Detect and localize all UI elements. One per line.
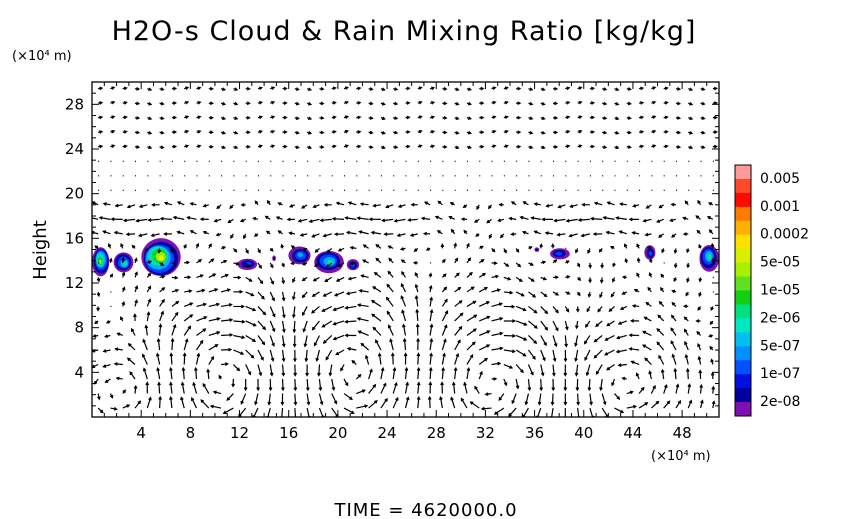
cloud-blob [550,248,570,260]
x-axis-unit: (×10⁴ m) [651,449,711,464]
colorbar-swatch [735,318,751,333]
colorbar-label: 5e-05 [760,255,800,271]
x-tick-label: 40 [574,424,593,442]
colorbar-swatch [735,165,751,180]
cloud-blob [346,259,360,271]
wind-vectors [92,86,718,417]
colorbar-swatch [735,206,751,222]
x-tick-label: 32 [476,424,495,442]
y-tick-label: 28 [65,95,84,113]
cloud-blob [272,255,276,262]
x-tick-label: 16 [279,424,298,442]
x-tick-label: 20 [328,424,347,442]
colorbar-frame [734,164,752,417]
colorbar-swatch [735,374,751,389]
colorbar-swatch [735,304,751,319]
axis-ticks [91,81,720,418]
colorbar-label: 2e-06 [760,310,800,326]
colorbar-swatch [735,248,751,264]
cloud-blob [288,246,311,265]
colorbar-swatch [735,402,751,417]
colorbar-swatch [735,178,751,194]
x-tick-label: 44 [623,424,642,442]
y-tick-label: 4 [74,363,84,381]
colorbar-swatch [735,388,751,403]
x-tick-label: 48 [673,424,692,442]
colorbar-label: 2e-08 [760,394,800,410]
colorbar-swatch [735,346,751,361]
colorbar-swatch [735,360,751,375]
y-axis-unit: (×10⁴ m) [12,49,72,64]
x-tick-label: 28 [427,424,446,442]
cloud-blob [141,238,181,277]
cloud-blob [92,247,110,277]
cloud-blob [534,247,540,252]
y-axis-label: Height [30,220,51,280]
y-tick-label: 12 [65,274,84,292]
time-label: TIME = 4620000.0 [333,500,517,519]
cloud-blob [237,258,258,270]
chart-title: H2O-s Cloud & Rain Mixing Ratio [kg/kg] [112,16,697,47]
x-tick-label: 12 [230,424,249,442]
colorbar-swatch [735,234,751,250]
y-tick-label: 8 [74,319,84,337]
y-tick-label: 16 [65,229,84,247]
colorbar-swatch [735,332,751,347]
colorbar-label: 0.0002 [760,227,809,243]
cloud-blob [314,250,344,274]
colorbar: 0.005 0.001 0.0002 5e-05 1e-05 2e-06 5e-07 1e-0… [734,164,809,417]
x-tick-label: 36 [525,424,544,442]
cloud-blob [113,252,134,273]
colorbar-label: 0.005 [760,171,800,187]
colorbar-swatch [735,276,751,291]
colorbar-swatch [735,262,751,278]
colorbar-label: 1e-05 [760,283,800,299]
colorbar-label: 0.001 [760,199,800,215]
x-tick-label: 4 [136,424,146,442]
cloud-blob [644,245,656,260]
colorbar-swatch [735,220,751,236]
cloud-blob [699,244,719,272]
colorbar-swatch [735,290,751,305]
x-tick-label: 24 [378,424,397,442]
colorbar-swatch [735,192,751,208]
y-tick-label: 20 [65,185,84,203]
y-tick-label: 24 [65,140,84,158]
field-layer [92,86,719,417]
colorbar-label: 5e-07 [760,338,800,354]
x-tick-label: 8 [186,424,196,442]
colorbar-label: 1e-07 [760,366,800,382]
